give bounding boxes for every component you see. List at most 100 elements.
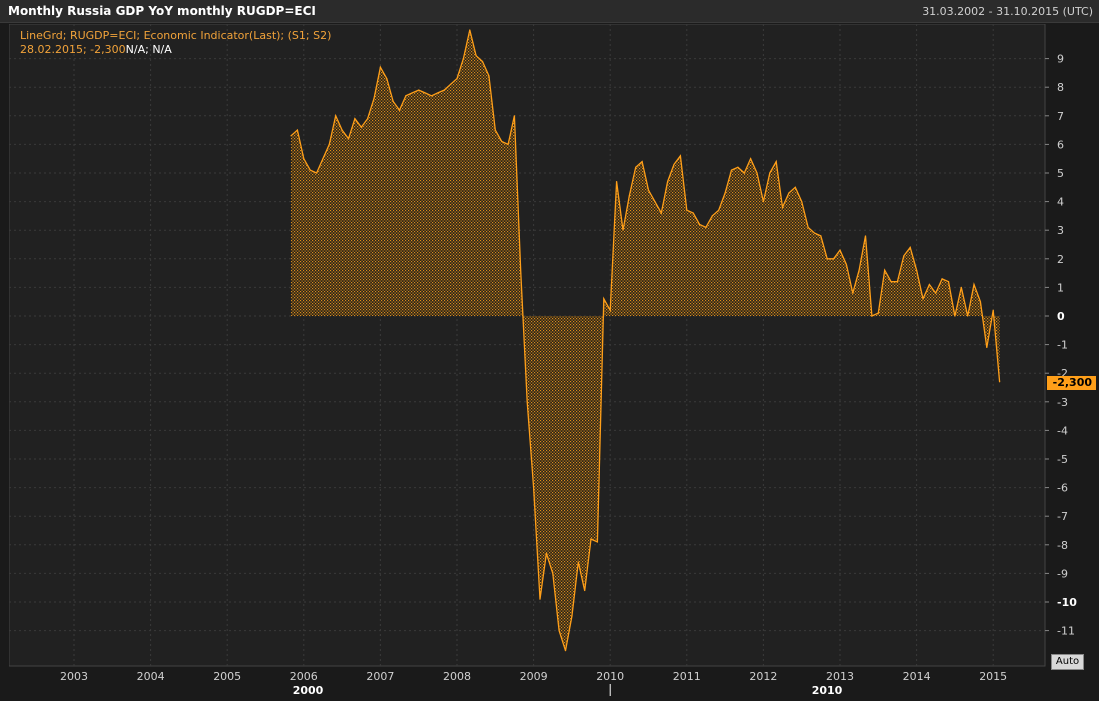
data-point bbox=[437, 92, 439, 94]
auto-scale-button[interactable]: Auto bbox=[1051, 654, 1084, 670]
data-point bbox=[392, 100, 394, 103]
series-area bbox=[291, 30, 1000, 651]
data-point bbox=[986, 346, 988, 349]
data-point bbox=[379, 66, 381, 68]
x-tick-label: 2003 bbox=[60, 670, 88, 683]
data-point bbox=[903, 255, 905, 257]
data-point bbox=[520, 272, 522, 274]
data-point bbox=[750, 158, 752, 160]
data-point bbox=[877, 312, 879, 314]
data-point bbox=[692, 212, 694, 214]
chart-panel[interactable]: 9 8 7 6 5 4 3 2 1 0 -1 -2 -3 -4 -5 -6 -7 -8 -9 -10 -11 2003 20… bbox=[9, 24, 1097, 699]
y-tick-label: -11 bbox=[1057, 625, 1075, 638]
data-point bbox=[507, 143, 509, 145]
legend-na-text: N/A; N/A bbox=[125, 43, 172, 56]
data-point bbox=[558, 630, 560, 632]
y-tick-label: 3 bbox=[1057, 224, 1064, 237]
data-point bbox=[890, 281, 892, 283]
data-point bbox=[660, 212, 662, 214]
data-point bbox=[641, 160, 643, 163]
data-point bbox=[545, 552, 547, 554]
data-point bbox=[973, 283, 975, 286]
data-point bbox=[411, 92, 413, 94]
data-point bbox=[711, 215, 713, 217]
data-point bbox=[635, 166, 637, 168]
data-point bbox=[603, 298, 605, 300]
y-tick-label: 8 bbox=[1057, 81, 1064, 94]
data-point bbox=[928, 283, 930, 286]
data-point bbox=[430, 95, 433, 97]
data-point bbox=[494, 129, 496, 131]
data-point bbox=[584, 589, 586, 592]
data-point bbox=[526, 401, 528, 403]
y-tick-label: 6 bbox=[1057, 138, 1064, 151]
data-point bbox=[967, 315, 969, 317]
data-point bbox=[775, 160, 777, 163]
legend-last-value-text: 28.02.2015; -2,300 bbox=[20, 43, 126, 56]
y-tick-label: 4 bbox=[1057, 196, 1064, 209]
data-point bbox=[296, 129, 299, 131]
data-point bbox=[335, 115, 337, 117]
y-tick-label: -6 bbox=[1057, 482, 1068, 495]
date-range: 31.03.2002 - 31.10.2015 (UTC) bbox=[922, 5, 1093, 18]
x-tick-label: 2010 bbox=[596, 670, 624, 683]
y-tick-label: -4 bbox=[1057, 424, 1068, 437]
data-point bbox=[864, 235, 867, 237]
data-point bbox=[801, 201, 803, 203]
y-tick-label: -7 bbox=[1057, 510, 1068, 523]
data-point bbox=[622, 229, 624, 231]
data-point bbox=[807, 226, 809, 228]
x-tick-label: 2009 bbox=[520, 670, 548, 683]
legend-last-value: 28.02.2015; -2,300N/A; N/A bbox=[20, 43, 172, 56]
x-tick-label: 2012 bbox=[749, 670, 777, 683]
x-tick-label: 2014 bbox=[903, 670, 931, 683]
data-point bbox=[998, 381, 1001, 383]
data-point bbox=[916, 269, 918, 271]
data-point bbox=[845, 263, 847, 266]
data-point bbox=[909, 246, 911, 248]
data-point bbox=[718, 209, 720, 211]
x-tick-label: 2005 bbox=[213, 670, 241, 683]
data-point bbox=[564, 650, 567, 652]
data-point bbox=[852, 292, 854, 294]
data-point bbox=[315, 172, 318, 174]
data-point bbox=[813, 232, 816, 234]
y-tick-label: -2 bbox=[1057, 367, 1068, 380]
data-point bbox=[303, 158, 305, 160]
data-point bbox=[705, 226, 707, 228]
data-point bbox=[896, 281, 899, 283]
x-tick-label: 2008 bbox=[443, 670, 471, 683]
data-point bbox=[290, 135, 292, 137]
last-value-badge: -2,300 bbox=[1047, 376, 1096, 390]
y-tick-label: -8 bbox=[1057, 539, 1068, 552]
y-tick-label: -9 bbox=[1057, 567, 1068, 580]
data-point bbox=[475, 55, 477, 57]
data-point bbox=[328, 143, 330, 145]
data-point bbox=[781, 206, 784, 208]
data-point bbox=[839, 249, 841, 251]
data-point bbox=[667, 180, 669, 183]
data-point bbox=[743, 172, 745, 174]
data-point bbox=[820, 235, 822, 237]
data-point bbox=[615, 180, 618, 183]
data-point bbox=[698, 223, 701, 226]
data-point bbox=[679, 155, 682, 157]
data-point bbox=[730, 169, 733, 171]
x-tick-label: 2007 bbox=[366, 670, 394, 683]
data-point bbox=[552, 572, 554, 575]
x-tick-label: 2013 bbox=[826, 670, 854, 683]
y-tick-label: 9 bbox=[1057, 53, 1064, 66]
data-point bbox=[992, 309, 994, 311]
data-point bbox=[788, 192, 790, 194]
data-point bbox=[762, 201, 765, 203]
data-point bbox=[826, 258, 828, 260]
data-point bbox=[922, 298, 924, 300]
data-point bbox=[947, 281, 950, 283]
data-point bbox=[577, 561, 579, 563]
chart-title: Monthly Russia GDP YoY monthly RUGDP=ECI bbox=[8, 4, 316, 18]
chart-svg[interactable]: 9 8 7 6 5 4 3 2 1 0 -1 -2 -3 -4 -5 -6 -7 -8 -9 -10 -11 2003 20… bbox=[9, 24, 1097, 699]
y-tick-label: -1 bbox=[1057, 339, 1068, 352]
data-point bbox=[833, 258, 835, 260]
data-point bbox=[737, 166, 739, 168]
data-point bbox=[979, 301, 982, 303]
